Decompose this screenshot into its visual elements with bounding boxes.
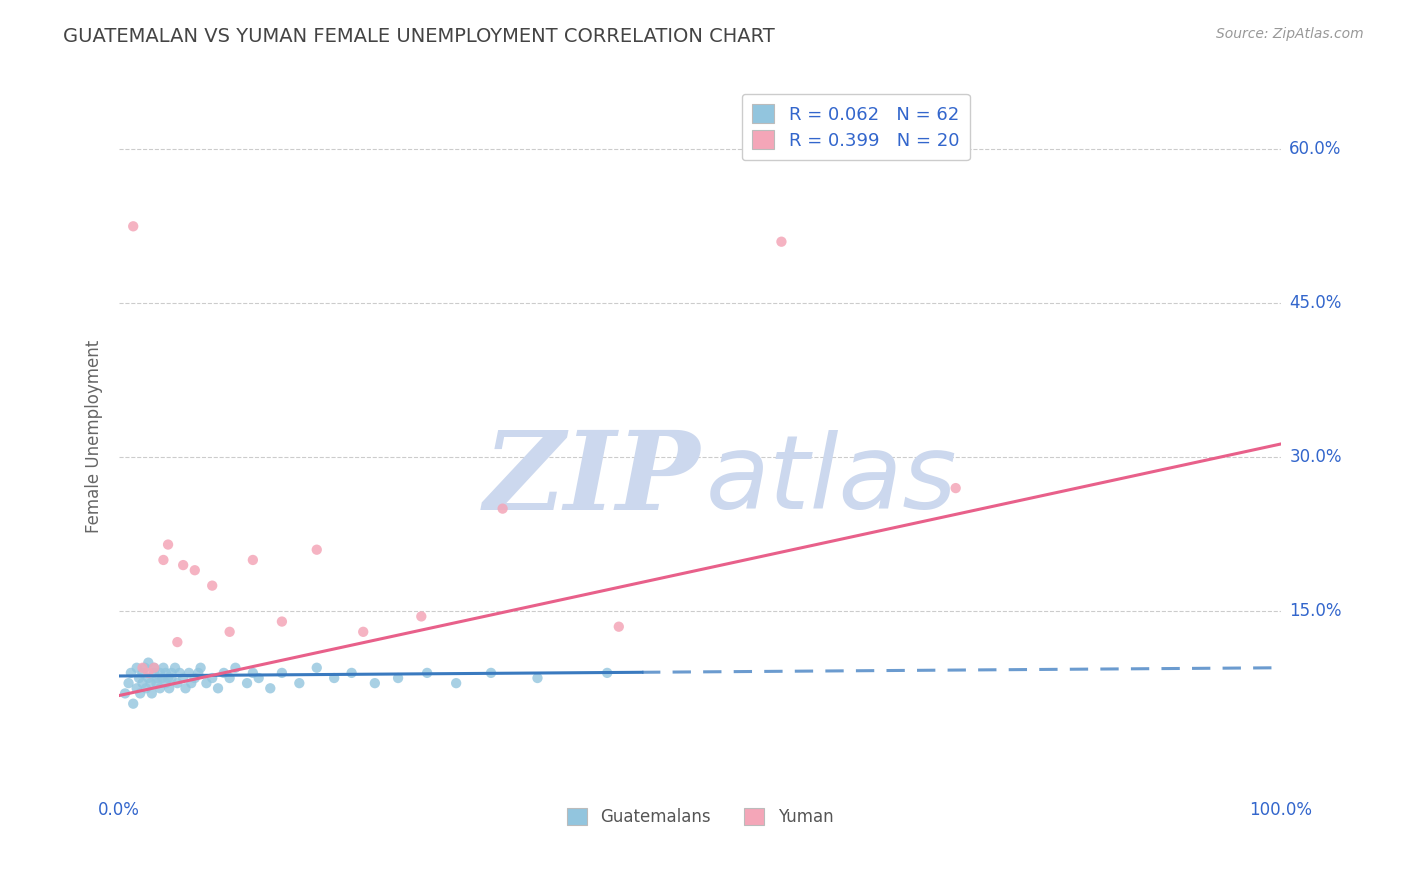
- Text: 15.0%: 15.0%: [1289, 602, 1341, 620]
- Point: [259, 681, 281, 696]
- Legend: Guatemalans, Yuman: Guatemalans, Yuman: [558, 799, 842, 835]
- Point: [117, 676, 139, 690]
- Point: [323, 671, 346, 685]
- Point: [169, 665, 191, 680]
- Point: [134, 661, 156, 675]
- Point: [207, 681, 229, 696]
- Point: [224, 661, 246, 675]
- Point: [444, 676, 467, 690]
- Point: [155, 676, 177, 690]
- Point: [125, 681, 148, 696]
- Point: [236, 676, 259, 690]
- Point: [122, 219, 145, 234]
- Point: [184, 671, 207, 685]
- Point: [242, 665, 264, 680]
- Point: [526, 671, 548, 685]
- Point: [157, 681, 180, 696]
- Point: [139, 676, 162, 690]
- Point: [160, 665, 183, 680]
- Point: [201, 671, 224, 685]
- Point: [184, 563, 207, 577]
- Point: [201, 579, 224, 593]
- Point: [218, 671, 240, 685]
- Point: [218, 624, 240, 639]
- Point: [416, 665, 439, 680]
- Point: [364, 676, 387, 690]
- Point: [166, 635, 188, 649]
- Text: GUATEMALAN VS YUMAN FEMALE UNEMPLOYMENT CORRELATION CHART: GUATEMALAN VS YUMAN FEMALE UNEMPLOYMENT …: [63, 27, 775, 45]
- Point: [195, 676, 218, 690]
- Point: [114, 686, 136, 700]
- Point: [143, 661, 166, 675]
- Point: [172, 558, 194, 573]
- Point: [177, 665, 200, 680]
- Text: 45.0%: 45.0%: [1289, 294, 1341, 312]
- Point: [149, 665, 172, 680]
- Point: [190, 661, 212, 675]
- Point: [491, 501, 513, 516]
- Text: 60.0%: 60.0%: [1289, 140, 1341, 158]
- Point: [340, 665, 363, 680]
- Point: [288, 676, 311, 690]
- Text: ZIP: ZIP: [484, 426, 700, 533]
- Text: 30.0%: 30.0%: [1289, 449, 1341, 467]
- Point: [125, 661, 148, 675]
- Point: [131, 676, 153, 690]
- Point: [135, 681, 157, 696]
- Point: [174, 681, 197, 696]
- Point: [411, 609, 433, 624]
- Point: [143, 661, 166, 675]
- Point: [143, 665, 166, 680]
- Point: [163, 661, 186, 675]
- Point: [945, 481, 967, 495]
- Point: [160, 671, 183, 685]
- Y-axis label: Female Unemployment: Female Unemployment: [86, 340, 103, 533]
- Point: [352, 624, 374, 639]
- Point: [136, 671, 159, 685]
- Point: [387, 671, 409, 685]
- Point: [131, 661, 153, 675]
- Point: [305, 542, 328, 557]
- Point: [149, 681, 172, 696]
- Point: [166, 676, 188, 690]
- Point: [271, 665, 294, 680]
- Point: [136, 665, 159, 680]
- Point: [157, 537, 180, 551]
- Text: Source: ZipAtlas.com: Source: ZipAtlas.com: [1216, 27, 1364, 41]
- Point: [131, 665, 153, 680]
- Point: [172, 671, 194, 685]
- Point: [152, 661, 174, 675]
- Point: [305, 661, 328, 675]
- Point: [141, 686, 163, 700]
- Point: [479, 665, 502, 680]
- Point: [607, 620, 630, 634]
- Point: [180, 676, 202, 690]
- Point: [247, 671, 270, 685]
- Point: [128, 671, 150, 685]
- Point: [145, 676, 167, 690]
- Point: [770, 235, 793, 249]
- Point: [242, 553, 264, 567]
- Point: [157, 671, 180, 685]
- Point: [152, 553, 174, 567]
- Point: [187, 665, 209, 680]
- Point: [271, 615, 294, 629]
- Point: [129, 686, 152, 700]
- Point: [155, 665, 177, 680]
- Point: [122, 697, 145, 711]
- Point: [146, 671, 169, 685]
- Point: [120, 665, 142, 680]
- Point: [212, 665, 235, 680]
- Point: [136, 656, 159, 670]
- Point: [150, 671, 173, 685]
- Point: [596, 665, 619, 680]
- Text: atlas: atlas: [706, 430, 957, 530]
